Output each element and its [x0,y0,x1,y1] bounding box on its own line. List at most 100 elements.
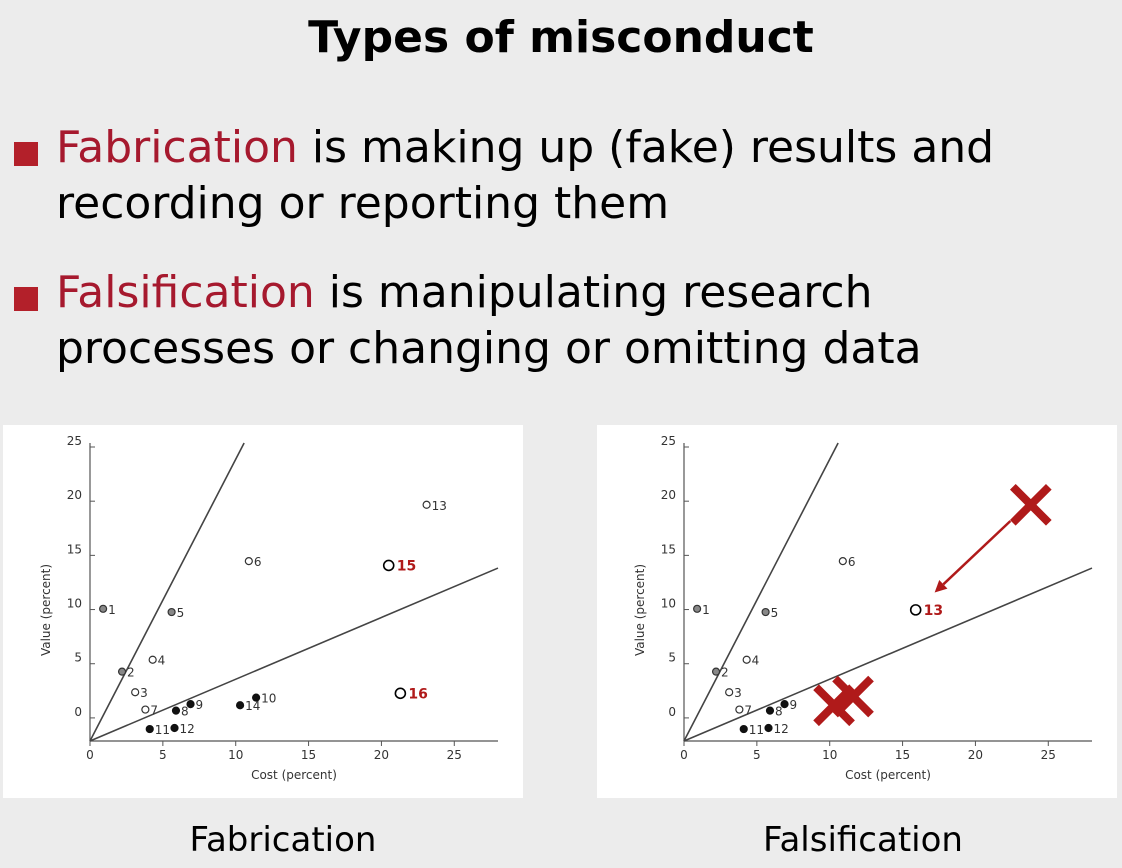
x-tick-label: 25 [1041,748,1056,762]
data-point-6 [244,557,253,566]
data-label-11: 11 [749,723,764,737]
y-tick-label: 25 [67,434,82,448]
data-label-9: 9 [196,698,204,712]
data-point-4 [148,655,157,664]
data-point-11 [145,724,154,734]
data-point-13 [422,500,431,509]
data-point-7 [141,705,150,714]
x-tick-label: 5 [753,748,761,762]
data-point-6 [838,557,847,566]
x-tick-label: 5 [159,748,167,762]
data-point-8 [765,706,775,715]
x-tick-label: 10 [228,748,243,762]
data-label-2: 2 [127,666,135,680]
data-point-1 [99,604,108,613]
y-tick-label: 20 [661,488,676,502]
data-point-3 [131,688,140,697]
data-label-8: 8 [181,705,189,719]
y-tick-label: 0 [668,705,676,719]
data-point-15 [382,559,395,572]
steep-reference-line [683,442,839,742]
definition-falsification: is manipulating research processes or ch… [56,267,922,374]
data-label-8: 8 [775,705,783,719]
term-falsification: Falsification [56,267,315,318]
data-label-7: 7 [150,704,158,718]
removed-point-x-icon [832,675,874,718]
data-point-5 [167,607,176,617]
x-axis-label: Cost (percent) [845,768,931,782]
data-label-6: 6 [848,555,856,569]
data-point-10 [252,693,261,702]
y-tick-label: 0 [74,705,82,719]
bullet-square-icon [14,142,38,166]
data-point-9 [186,700,195,709]
data-point-3 [725,688,734,697]
x-stroke [1009,483,1052,526]
data-label-5: 5 [177,606,185,620]
y-axis-label: Value (percent) [633,564,647,656]
shallow-reference-line [89,567,499,742]
x-tick-label: 15 [895,748,910,762]
data-label-15: 15 [397,558,416,574]
removed-point-x-icon [1009,483,1052,526]
data-point-5 [761,607,770,617]
shallow-reference-line [683,567,1093,742]
y-tick-label: 5 [668,651,676,665]
data-label-1: 1 [108,603,116,617]
x-tick-label: 15 [301,748,316,762]
data-label-4: 4 [158,654,166,668]
data-point-16 [394,687,407,700]
data-label-13: 13 [924,603,943,619]
data-label-5: 5 [771,606,779,620]
bullet-fabrication: Fabrication is making up (fake) results … [14,120,1104,232]
data-label-12: 12 [180,722,195,736]
move-arrow-shaft [942,520,1012,586]
data-point-13 [909,604,922,616]
y-axis-label: Value (percent) [39,564,53,656]
data-label-9: 9 [790,698,798,712]
data-label-2: 2 [721,666,729,680]
data-label-13: 13 [432,499,447,513]
bullet-falsification: Falsification is manipulating research p… [14,265,1104,377]
falsification-chart-panel: 0 5 10 15 20 25 0 5 10 15 20 25 Cost (percent) Value … [597,425,1117,798]
x-tick-label: 25 [447,748,462,762]
x-stroke [832,675,874,718]
definition-fabrication: is making up (fake) results and recordin… [56,122,995,229]
y-tick-label: 5 [74,651,82,665]
bullet-square-icon [14,287,38,311]
data-label-6: 6 [254,555,262,569]
y-tick-label: 15 [67,542,82,556]
data-point-7 [735,705,744,714]
data-point-11 [739,724,748,734]
data-label-10: 10 [261,692,276,706]
caption-falsification: Falsification [763,820,963,860]
data-label-12: 12 [774,722,789,736]
data-point-2 [711,667,721,676]
y-tick-label: 20 [67,488,82,502]
data-point-4 [742,655,751,664]
data-point-2 [117,667,127,676]
data-label-14: 14 [245,699,260,713]
fabrication-chart-panel: 0 5 10 15 20 25 0 5 10 15 20 25 Cost (percent) Value … [3,425,523,798]
data-label-11: 11 [155,723,170,737]
x-tick-label: 20 [968,748,983,762]
data-label-4: 4 [752,654,760,668]
x-tick-label: 20 [374,748,389,762]
y-tick-label: 15 [661,542,676,556]
data-label-1: 1 [702,603,710,617]
term-fabrication: Fabrication [56,122,298,173]
x-tick-label: 0 [86,748,94,762]
data-point-12 [170,723,179,733]
data-point-14 [235,701,245,710]
data-label-3: 3 [140,686,148,700]
x-tick-label: 0 [680,748,688,762]
data-label-3: 3 [734,686,742,700]
y-tick-label: 10 [67,597,82,611]
caption-fabrication: Fabrication [189,820,377,860]
move-arrow-head-icon [934,579,948,593]
x-tick-label: 10 [822,748,837,762]
data-label-16: 16 [408,686,427,702]
steep-reference-line [89,442,245,742]
